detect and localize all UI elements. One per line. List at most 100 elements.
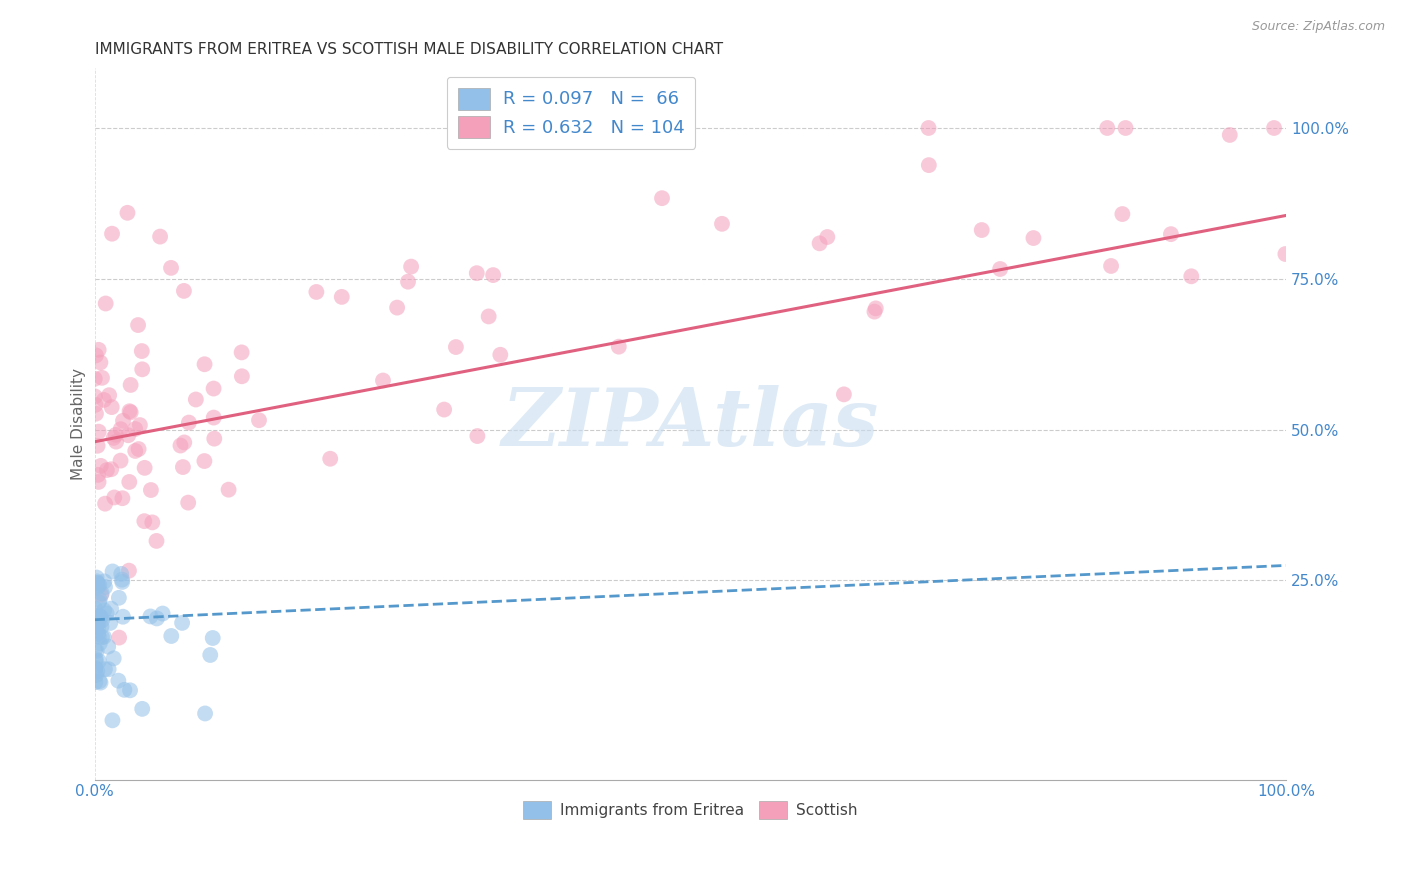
- Point: [84, 662, 107, 676]
- Point: [84, 654, 107, 668]
- Point: [184, 392, 207, 407]
- Point: [128, 418, 150, 433]
- Point: [1115, 120, 1137, 135]
- Point: [90, 620, 112, 634]
- Point: [87, 622, 110, 636]
- Point: [711, 217, 734, 231]
- Point: [93, 603, 115, 617]
- Point: [89, 355, 111, 369]
- Point: [193, 454, 215, 468]
- Point: [1097, 120, 1119, 135]
- Point: [1022, 231, 1045, 245]
- Point: [1099, 259, 1122, 273]
- Point: [146, 611, 169, 625]
- Point: [98, 615, 121, 630]
- Point: [117, 428, 139, 442]
- Point: [200, 648, 222, 662]
- Point: [86, 570, 108, 584]
- Point: [87, 595, 110, 609]
- Point: [832, 387, 855, 401]
- Point: [86, 439, 108, 453]
- Point: [83, 372, 105, 386]
- Point: [89, 674, 111, 689]
- Point: [193, 357, 215, 371]
- Point: [90, 614, 112, 628]
- Point: [330, 290, 353, 304]
- Point: [83, 389, 105, 403]
- Point: [87, 654, 110, 668]
- Point: [87, 467, 110, 482]
- Point: [89, 593, 111, 607]
- Point: [433, 402, 456, 417]
- Point: [86, 581, 108, 595]
- Point: [84, 407, 107, 421]
- Point: [86, 619, 108, 633]
- Point: [101, 227, 124, 241]
- Point: [385, 301, 408, 315]
- Point: [84, 661, 107, 675]
- Point: [194, 706, 217, 721]
- Point: [90, 458, 112, 473]
- Point: [96, 463, 118, 477]
- Point: [863, 304, 886, 318]
- Point: [1274, 247, 1296, 261]
- Point: [1180, 269, 1202, 284]
- Point: [118, 683, 141, 698]
- Point: [149, 229, 172, 244]
- Point: [988, 262, 1011, 277]
- Legend: Immigrants from Eritrea, Scottish: Immigrants from Eritrea, Scottish: [517, 795, 863, 825]
- Point: [87, 627, 110, 641]
- Point: [131, 702, 153, 716]
- Point: [247, 413, 270, 427]
- Point: [173, 284, 195, 298]
- Point: [128, 442, 150, 456]
- Point: [107, 673, 129, 688]
- Point: [177, 495, 200, 509]
- Point: [1160, 227, 1182, 242]
- Point: [96, 607, 118, 621]
- Point: [467, 429, 489, 443]
- Point: [89, 609, 111, 624]
- Point: [86, 644, 108, 658]
- Point: [101, 714, 124, 728]
- Text: ZIPAtlas: ZIPAtlas: [502, 384, 879, 462]
- Point: [1263, 120, 1285, 135]
- Point: [87, 343, 110, 357]
- Point: [84, 668, 107, 682]
- Point: [112, 682, 135, 697]
- Point: [131, 362, 153, 376]
- Point: [87, 425, 110, 439]
- Point: [117, 206, 139, 220]
- Point: [218, 483, 240, 497]
- Point: [202, 432, 225, 446]
- Point: [97, 662, 120, 676]
- Point: [651, 191, 673, 205]
- Point: [177, 416, 200, 430]
- Point: [91, 630, 114, 644]
- Y-axis label: Male Disability: Male Disability: [72, 368, 86, 480]
- Point: [90, 588, 112, 602]
- Point: [396, 275, 419, 289]
- Point: [118, 404, 141, 418]
- Point: [305, 285, 328, 299]
- Point: [172, 615, 194, 630]
- Point: [105, 434, 128, 449]
- Text: IMMIGRANTS FROM ERITREA VS SCOTTISH MALE DISABILITY CORRELATION CHART: IMMIGRANTS FROM ERITREA VS SCOTTISH MALE…: [94, 42, 723, 57]
- Point: [94, 662, 117, 676]
- Point: [465, 266, 488, 280]
- Point: [86, 576, 108, 591]
- Point: [371, 374, 394, 388]
- Point: [160, 629, 183, 643]
- Point: [134, 461, 156, 475]
- Point: [172, 460, 194, 475]
- Point: [91, 371, 114, 385]
- Point: [111, 609, 134, 624]
- Point: [103, 491, 125, 505]
- Point: [124, 444, 146, 458]
- Point: [84, 652, 107, 666]
- Point: [90, 609, 112, 624]
- Point: [139, 483, 162, 497]
- Point: [118, 564, 141, 578]
- Point: [87, 579, 110, 593]
- Point: [169, 438, 191, 452]
